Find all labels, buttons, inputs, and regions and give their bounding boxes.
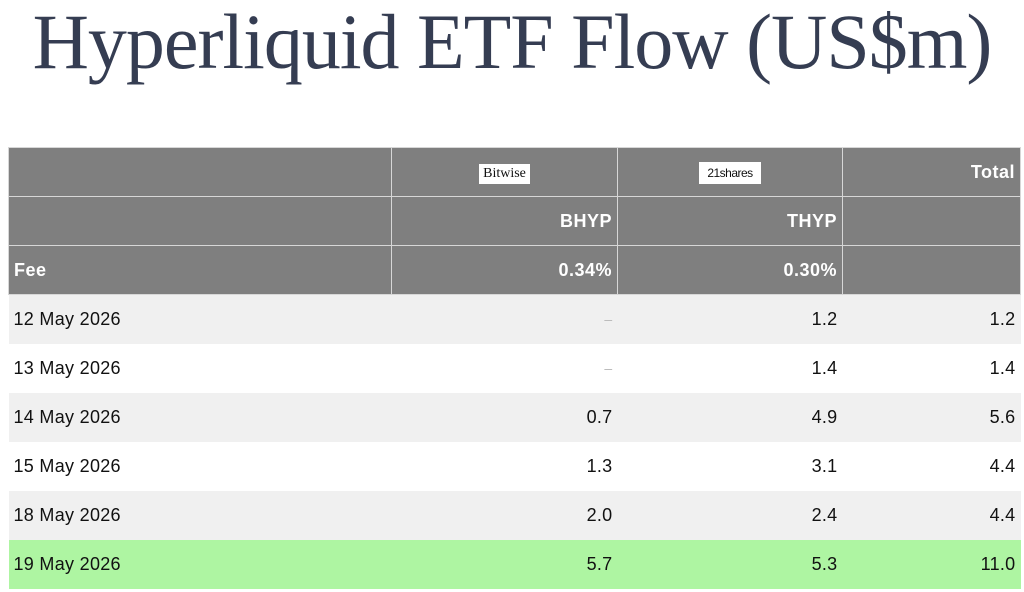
- bhyp-flow-cell: –: [391, 294, 618, 344]
- thyp-flow-cell: 2.4: [617, 490, 843, 540]
- date-cell: 14 May 2026: [8, 392, 392, 442]
- thyp-flow-cell: 1.2: [617, 294, 843, 344]
- bhyp-flow-cell: 5.7: [391, 539, 618, 589]
- date-cell: 19 May 2026: [8, 539, 392, 589]
- table-row-highlighted: 19 May 2026 5.7 5.3 11.0: [8, 539, 1021, 589]
- fee-bhyp: 0.34%: [391, 245, 618, 295]
- thyp-flow-cell: 3.1: [617, 441, 843, 491]
- 21shares-logo: 21shares: [699, 161, 761, 184]
- total-flow-cell: 4.4: [842, 441, 1021, 491]
- thyp-flow-cell: 1.4: [617, 343, 843, 393]
- thyp-flow-cell: 4.9: [617, 392, 843, 442]
- total-header: Total: [842, 147, 1021, 197]
- header-blank-cell: [8, 147, 392, 197]
- etf-flow-table: Bitwise 21shares Total BHYP THYP Fee 0.3…: [8, 147, 1021, 589]
- total-flow-cell: 1.4: [842, 343, 1021, 393]
- bitwise-logo-cell: Bitwise: [391, 147, 618, 197]
- fee-thyp: 0.30%: [617, 245, 843, 295]
- ticker-blank-cell: [8, 196, 392, 246]
- table-row: 15 May 2026 1.3 3.1 4.4: [8, 441, 1021, 491]
- table-row: 14 May 2026 0.7 4.9 5.6: [8, 392, 1021, 442]
- fee-label: Fee: [8, 245, 392, 295]
- bhyp-flow-cell: –: [391, 343, 618, 393]
- date-cell: 13 May 2026: [8, 343, 392, 393]
- table-row: 12 May 2026–1.2 1.2: [8, 294, 1021, 344]
- table-row: 13 May 2026–1.4 1.4: [8, 343, 1021, 393]
- ticker-bhyp: BHYP: [391, 196, 618, 246]
- ticker-total-blank: [842, 196, 1021, 246]
- bhyp-flow-cell: 0.7: [391, 392, 618, 442]
- fee-row: Fee 0.34% 0.30%: [8, 245, 1021, 295]
- thyp-flow-cell: 5.3: [617, 539, 843, 589]
- table-row: 18 May 2026 2.0 2.4 4.4: [8, 490, 1021, 540]
- date-cell: 12 May 2026: [8, 294, 392, 344]
- 21shares-logo-cell: 21shares: [617, 147, 843, 197]
- bhyp-flow-cell: 1.3: [391, 441, 618, 491]
- page-title: Hyperliquid ETF Flow (US$m): [32, 0, 993, 85]
- ticker-thyp: THYP: [617, 196, 843, 246]
- date-cell: 15 May 2026: [8, 441, 392, 491]
- fee-total: [842, 245, 1021, 295]
- total-flow-cell: 11.0: [842, 539, 1021, 589]
- total-flow-cell: 1.2: [842, 294, 1021, 344]
- table-header: Bitwise 21shares Total BHYP THYP Fee 0.3…: [8, 147, 1021, 295]
- bhyp-flow-cell: 2.0: [391, 490, 618, 540]
- bitwise-logo: Bitwise: [479, 163, 530, 184]
- date-cell: 18 May 2026: [8, 490, 392, 540]
- total-flow-cell: 4.4: [842, 490, 1021, 540]
- ticker-row: BHYP THYP: [8, 196, 1021, 246]
- table-body: 12 May 2026–1.2 1.2 13 May 2026–1.4 1.4 14 M…: [8, 294, 1021, 589]
- total-flow-cell: 5.6: [842, 392, 1021, 442]
- issuer-row: Bitwise 21shares Total: [8, 147, 1021, 197]
